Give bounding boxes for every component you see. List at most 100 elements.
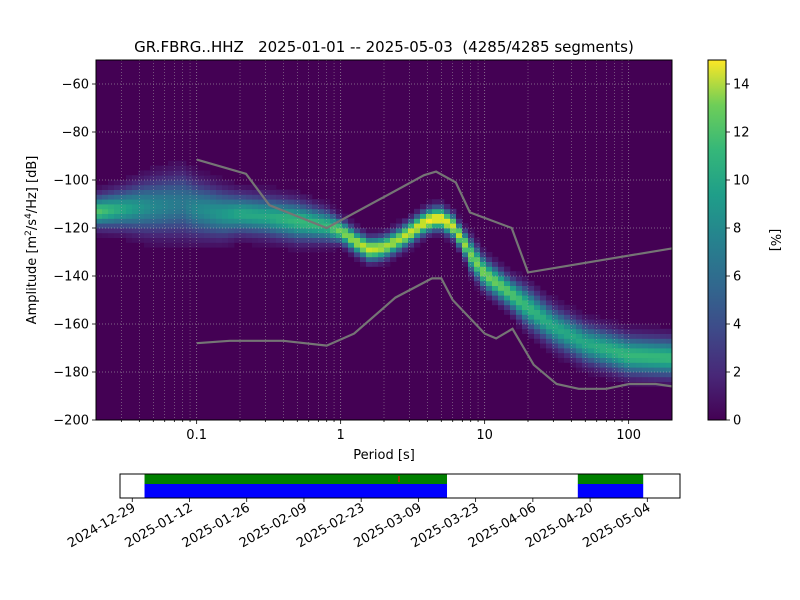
heatmap-cell bbox=[156, 223, 163, 229]
heatmap-cell bbox=[192, 165, 199, 171]
heatmap-cell bbox=[228, 204, 235, 210]
heatmap-cell bbox=[540, 304, 547, 310]
heatmap-cell bbox=[468, 237, 475, 243]
heatmap-cell bbox=[522, 328, 529, 334]
heatmap-cell bbox=[204, 199, 211, 205]
heatmap-cell bbox=[600, 324, 607, 330]
heatmap-cell bbox=[222, 189, 229, 195]
heatmap-cell bbox=[450, 218, 457, 224]
heatmap-cell bbox=[642, 357, 649, 363]
heatmap-cell bbox=[618, 372, 625, 378]
heatmap-cell bbox=[660, 372, 667, 378]
heatmap-cell bbox=[654, 324, 661, 330]
heatmap-cell bbox=[144, 228, 151, 234]
heatmap-cell bbox=[576, 319, 583, 325]
heatmap-cell bbox=[162, 199, 169, 205]
heatmap-cell bbox=[528, 295, 535, 301]
heatmap-cell bbox=[594, 319, 601, 325]
heatmap-cell bbox=[324, 232, 331, 238]
heatmap-cell bbox=[270, 242, 277, 248]
heatmap-cell bbox=[198, 242, 205, 248]
heatmap-cell bbox=[396, 232, 403, 238]
heatmap-cell bbox=[630, 352, 637, 358]
heatmap-cell bbox=[126, 204, 133, 210]
heatmap-cell bbox=[144, 242, 151, 248]
heatmap-cell bbox=[660, 362, 667, 368]
y-axis: −60 −80 −100 −120 −140 −160 −180 −200 bbox=[53, 78, 96, 429]
heatmap-cell bbox=[498, 295, 505, 301]
heatmap-cell bbox=[186, 223, 193, 229]
heatmap-cell bbox=[636, 328, 643, 334]
y-tick-label: −140 bbox=[53, 270, 89, 285]
heatmap-cell bbox=[366, 256, 373, 262]
heatmap-cell bbox=[180, 223, 187, 229]
heatmap-cell bbox=[288, 237, 295, 243]
heatmap-cell bbox=[162, 223, 169, 229]
heatmap-cell bbox=[522, 314, 529, 320]
heatmap-cell bbox=[492, 271, 499, 277]
heatmap-cell bbox=[354, 252, 361, 258]
heatmap-cell bbox=[204, 170, 211, 176]
heatmap-cell bbox=[612, 324, 619, 330]
heatmap-cell bbox=[270, 199, 277, 205]
heatmap-cell bbox=[192, 237, 199, 243]
heatmap-cell bbox=[102, 194, 109, 200]
heatmap-cell bbox=[624, 348, 631, 354]
heatmap-cell bbox=[594, 314, 601, 320]
heatmap-cell bbox=[96, 228, 103, 234]
heatmap-cell bbox=[666, 381, 672, 387]
noise-model-curves bbox=[196, 158, 672, 390]
heatmap-cell bbox=[432, 218, 439, 224]
x-tick-label: 100 bbox=[616, 428, 641, 443]
heatmap-cell bbox=[282, 237, 289, 243]
heatmap-cell bbox=[318, 242, 325, 248]
heatmap-cell bbox=[246, 194, 253, 200]
heatmap-cell bbox=[528, 314, 535, 320]
heatmap-cell bbox=[336, 223, 343, 229]
heatmap-cell bbox=[594, 333, 601, 339]
heatmap-cell bbox=[216, 199, 223, 205]
heatmap-cell bbox=[390, 256, 397, 262]
colorbar-tick-label: 0 bbox=[733, 414, 741, 429]
heatmap-cell bbox=[180, 228, 187, 234]
heatmap-cell bbox=[516, 304, 523, 310]
x-tick-label: 10 bbox=[476, 428, 493, 443]
heatmap-cell bbox=[486, 276, 493, 282]
heatmap-cell bbox=[228, 213, 235, 219]
heatmap-cell bbox=[288, 194, 295, 200]
heatmap-cell bbox=[546, 295, 553, 301]
heatmap-cell bbox=[126, 180, 133, 186]
heatmap-cell bbox=[126, 237, 133, 243]
heatmap-cell bbox=[660, 338, 667, 344]
heatmap-cell bbox=[102, 204, 109, 210]
heatmap-cell bbox=[426, 232, 433, 238]
heatmap-cell bbox=[144, 213, 151, 219]
heatmap-cell bbox=[666, 333, 672, 339]
heatmap-cell bbox=[534, 285, 541, 291]
heatmap-cell bbox=[444, 237, 451, 243]
heatmap-cell bbox=[240, 218, 247, 224]
heatmap-cell bbox=[546, 300, 553, 306]
heatmap-cell bbox=[96, 213, 103, 219]
heatmap-cell bbox=[588, 367, 595, 373]
heatmap-cell bbox=[240, 213, 247, 219]
heatmap-cell bbox=[246, 189, 253, 195]
heatmap-cell bbox=[630, 357, 637, 363]
heatmap-cell bbox=[312, 218, 319, 224]
heatmap-cell bbox=[324, 223, 331, 229]
heatmap-cell bbox=[468, 247, 475, 253]
heatmap-cell bbox=[432, 213, 439, 219]
heatmap-cell bbox=[186, 242, 193, 248]
heatmap-cell bbox=[216, 237, 223, 243]
heatmap-cell bbox=[642, 324, 649, 330]
heatmap-cell bbox=[186, 199, 193, 205]
heatmap-cell bbox=[168, 170, 175, 176]
heatmap-cell bbox=[210, 208, 217, 214]
heatmap-cell bbox=[180, 213, 187, 219]
heatmap-cell bbox=[258, 218, 265, 224]
heatmap-cell bbox=[318, 199, 325, 205]
heatmap-cell bbox=[552, 314, 559, 320]
heatmap-cell bbox=[270, 232, 277, 238]
heatmap-cell bbox=[312, 223, 319, 229]
heatmap-cell bbox=[144, 223, 151, 229]
